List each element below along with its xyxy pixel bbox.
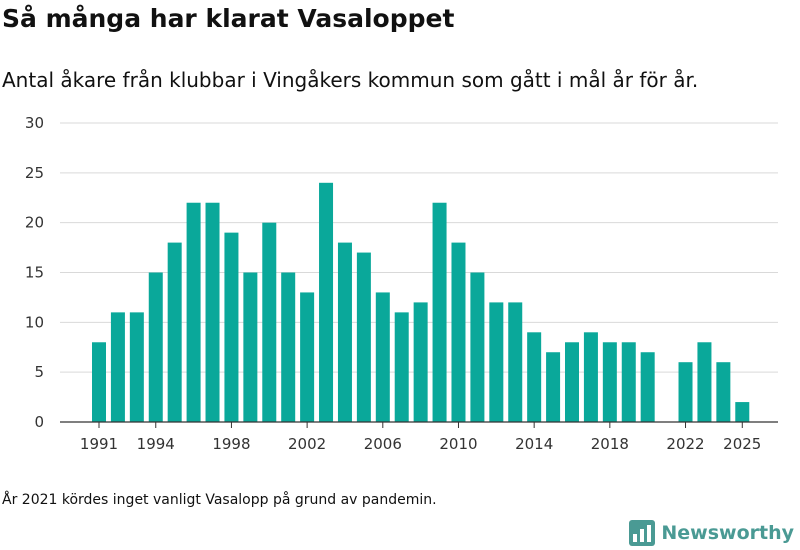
bar-2013[interactable]	[508, 302, 523, 422]
x-tick-label: 2025	[723, 435, 761, 453]
bar-2004[interactable]	[337, 242, 352, 422]
x-axis-ticks: 1991 1994 1998 2002 2006 2010 2014 2018 2022 2025	[80, 422, 761, 453]
bar-2017[interactable]	[583, 332, 598, 422]
bar-2001[interactable]	[281, 272, 296, 423]
newsworthy-logo[interactable]: Newsworthy	[629, 520, 794, 546]
bar-2010[interactable]	[451, 242, 466, 422]
x-tick-label: 2014	[515, 435, 553, 453]
bar-2024[interactable]	[716, 362, 731, 422]
y-tick-label: 5	[34, 363, 44, 381]
x-tick-label: 2022	[666, 435, 704, 453]
x-tick-label: 2006	[364, 435, 402, 453]
y-tick-label: 20	[25, 214, 44, 232]
bar-1992[interactable]	[110, 312, 125, 422]
bar-1997[interactable]	[205, 202, 220, 422]
bar-1998[interactable]	[224, 232, 239, 422]
bar-1999[interactable]	[243, 272, 258, 423]
bar-2011[interactable]	[470, 272, 485, 423]
y-axis-ticks: 0 5 10 15 20 25 30	[25, 114, 44, 431]
bar-1996[interactable]	[186, 202, 201, 422]
footnote: År 2021 kördes inget vanligt Vasalopp på…	[2, 492, 437, 508]
x-tick-label: 2010	[439, 435, 477, 453]
y-tick-label: 0	[34, 413, 44, 431]
bar-1991[interactable]	[92, 342, 106, 422]
bars	[92, 182, 750, 423]
bar-2022[interactable]	[678, 362, 693, 422]
bar-1995[interactable]	[167, 242, 182, 422]
bar-2006[interactable]	[375, 292, 390, 422]
bar-2012[interactable]	[489, 302, 504, 422]
x-tick-label: 1991	[80, 435, 118, 453]
bar-2016[interactable]	[565, 342, 579, 422]
bar-2015[interactable]	[546, 352, 561, 422]
bar-2002[interactable]	[300, 292, 315, 422]
bar-2009[interactable]	[432, 202, 447, 422]
x-tick-label: 2002	[288, 435, 326, 453]
bar-2003[interactable]	[319, 182, 334, 422]
x-tick-label: 1994	[137, 435, 175, 453]
bar-2014[interactable]	[527, 332, 542, 422]
y-tick-label: 30	[25, 114, 44, 132]
bar-2018[interactable]	[602, 342, 617, 422]
bar-1994[interactable]	[148, 272, 163, 423]
bar-2000[interactable]	[262, 222, 277, 422]
bar-2007[interactable]	[394, 312, 409, 422]
chart-title: Så många har klarat Vasaloppet	[2, 4, 455, 33]
bar-2019[interactable]	[621, 342, 636, 422]
bar-2008[interactable]	[413, 302, 428, 422]
brand-name: Newsworthy	[661, 522, 794, 544]
chart-subtitle: Antal åkare från klubbar i Vingåkers kom…	[2, 68, 699, 92]
y-tick-label: 15	[25, 264, 44, 282]
bar-2023[interactable]	[697, 342, 712, 422]
y-tick-label: 10	[25, 313, 44, 331]
bar-1993[interactable]	[129, 312, 144, 422]
bar-2025[interactable]	[735, 402, 750, 422]
x-tick-label: 1998	[212, 435, 250, 453]
bar-2020[interactable]	[640, 352, 655, 422]
newsworthy-bars-icon	[629, 520, 656, 546]
y-tick-label: 25	[25, 164, 44, 182]
x-tick-label: 2018	[591, 435, 629, 453]
bar-2005[interactable]	[356, 252, 371, 422]
